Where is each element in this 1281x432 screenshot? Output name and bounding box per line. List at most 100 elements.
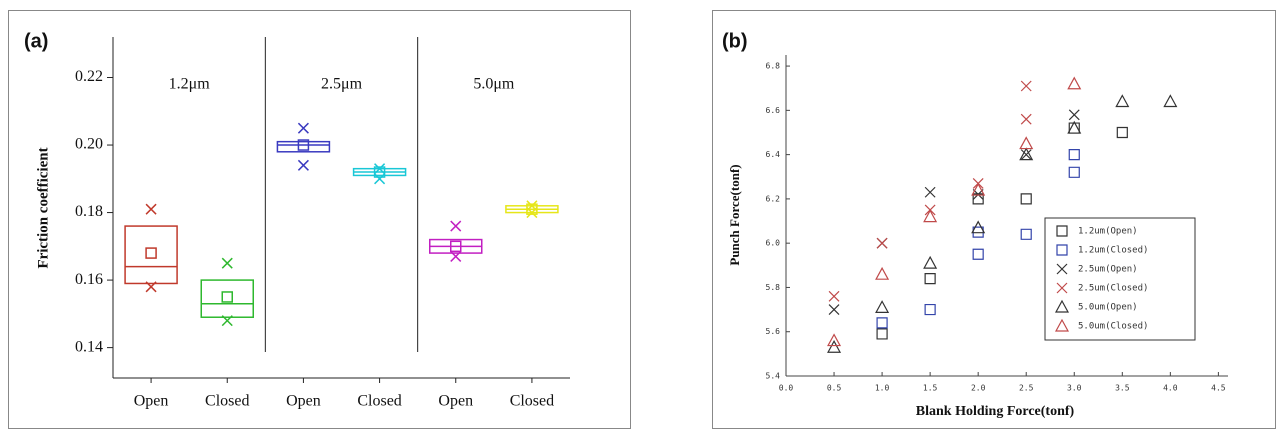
max-marker	[450, 220, 462, 232]
x-tick-label: 4.5	[1211, 384, 1226, 393]
max-marker	[145, 203, 157, 215]
panel-label: (b)	[722, 30, 748, 52]
point	[1019, 147, 1034, 161]
legend-label: 5.0um(Open)	[1078, 303, 1138, 313]
mean-marker	[526, 203, 538, 215]
x-tick-label: 1.0	[875, 384, 890, 393]
point	[827, 339, 842, 353]
point	[1020, 149, 1032, 161]
min-marker	[450, 250, 462, 262]
legend-marker	[1056, 225, 1068, 237]
legend-marker	[1056, 244, 1068, 256]
min-marker	[221, 315, 233, 327]
max-marker	[526, 200, 538, 212]
x-tick-label: 3.5	[1115, 384, 1130, 393]
point	[1163, 94, 1178, 108]
y-tick-label: 0.20	[75, 136, 103, 153]
panel-a	[8, 10, 631, 429]
max-marker	[374, 163, 386, 175]
box	[124, 225, 178, 285]
point	[1068, 109, 1080, 121]
point	[923, 255, 938, 269]
x-tick-label: Open	[286, 393, 321, 410]
group-label: 5.0μm	[473, 76, 515, 93]
min-marker	[145, 281, 157, 293]
y-tick-label: 5.6	[766, 327, 781, 336]
legend-marker	[1056, 282, 1068, 294]
min-marker	[374, 173, 386, 185]
x-tick-label: Closed	[357, 393, 401, 410]
panel-label: (a)	[24, 30, 48, 52]
point	[924, 272, 936, 285]
point	[1068, 149, 1080, 161]
y-tick-label: 6.2	[766, 194, 781, 203]
y-tick-label: 5.8	[766, 283, 781, 292]
point	[972, 226, 984, 238]
y-tick-label: 5.4	[766, 372, 781, 381]
point	[828, 290, 840, 302]
y-tick-label: 6.6	[766, 106, 781, 115]
point	[924, 303, 936, 316]
point	[1019, 136, 1034, 150]
x-tick-label: Closed	[510, 393, 554, 410]
x-tick-label: 1.5	[923, 384, 938, 393]
point	[827, 333, 842, 347]
x-tick-label: Open	[438, 393, 473, 410]
max-marker	[221, 257, 233, 269]
x-tick-label: Closed	[205, 393, 249, 410]
mean-marker	[450, 240, 462, 253]
y-axis-label: Friction coefficient	[35, 147, 51, 268]
box	[200, 279, 254, 318]
legend-marker	[1056, 263, 1068, 275]
y-tick-label: 6.4	[766, 150, 781, 159]
point	[1020, 193, 1032, 205]
min-marker	[297, 159, 309, 171]
y-axis-label: Punch Force(tonf)	[727, 164, 742, 265]
group-label: 2.5μm	[321, 76, 363, 93]
point	[924, 186, 936, 198]
point	[876, 317, 888, 329]
x-tick-label: 0.0	[779, 384, 794, 393]
point	[971, 220, 986, 234]
point	[1067, 76, 1082, 90]
point	[876, 237, 888, 249]
legend-label: 2.5um(Closed)	[1078, 284, 1148, 294]
mean-marker	[297, 139, 310, 151]
x-axis-label: Blank Holding Force(tonf)	[916, 404, 1075, 419]
x-tick-label: 3.0	[1067, 384, 1082, 393]
mean-marker	[221, 291, 233, 303]
legend-label: 1.2um(Closed)	[1078, 246, 1148, 256]
point	[875, 300, 890, 313]
point	[875, 266, 890, 280]
legend-label: 1.2um(Open)	[1078, 227, 1138, 237]
point	[876, 328, 888, 340]
point	[1067, 120, 1082, 134]
x-tick-label: 2.5	[1019, 384, 1034, 393]
legend-marker	[1054, 318, 1070, 332]
point	[1020, 113, 1032, 125]
y-tick-label: 6.8	[766, 62, 781, 71]
point	[828, 304, 840, 316]
point	[1116, 126, 1128, 139]
point	[972, 193, 984, 205]
y-tick-label: 0.18	[75, 203, 103, 220]
legend-marker	[1054, 299, 1070, 313]
x-tick-label: 4.0	[1163, 384, 1178, 393]
x-tick-label: 2.0	[971, 384, 986, 393]
x-tick-label: 0.5	[827, 384, 842, 393]
y-tick-label: 0.16	[75, 271, 103, 288]
point	[972, 248, 984, 260]
y-tick-label: 6.0	[766, 239, 781, 248]
mean-marker	[373, 166, 386, 178]
box	[276, 140, 331, 153]
x-tick-label: Open	[134, 393, 169, 410]
max-marker	[297, 122, 309, 134]
point	[1020, 228, 1032, 240]
legend-label: 5.0um(Closed)	[1078, 322, 1148, 332]
mean-marker	[145, 247, 157, 259]
point	[1115, 94, 1130, 108]
legend	[1044, 217, 1196, 341]
group-label: 1.2μm	[169, 76, 211, 93]
point	[1020, 80, 1032, 92]
